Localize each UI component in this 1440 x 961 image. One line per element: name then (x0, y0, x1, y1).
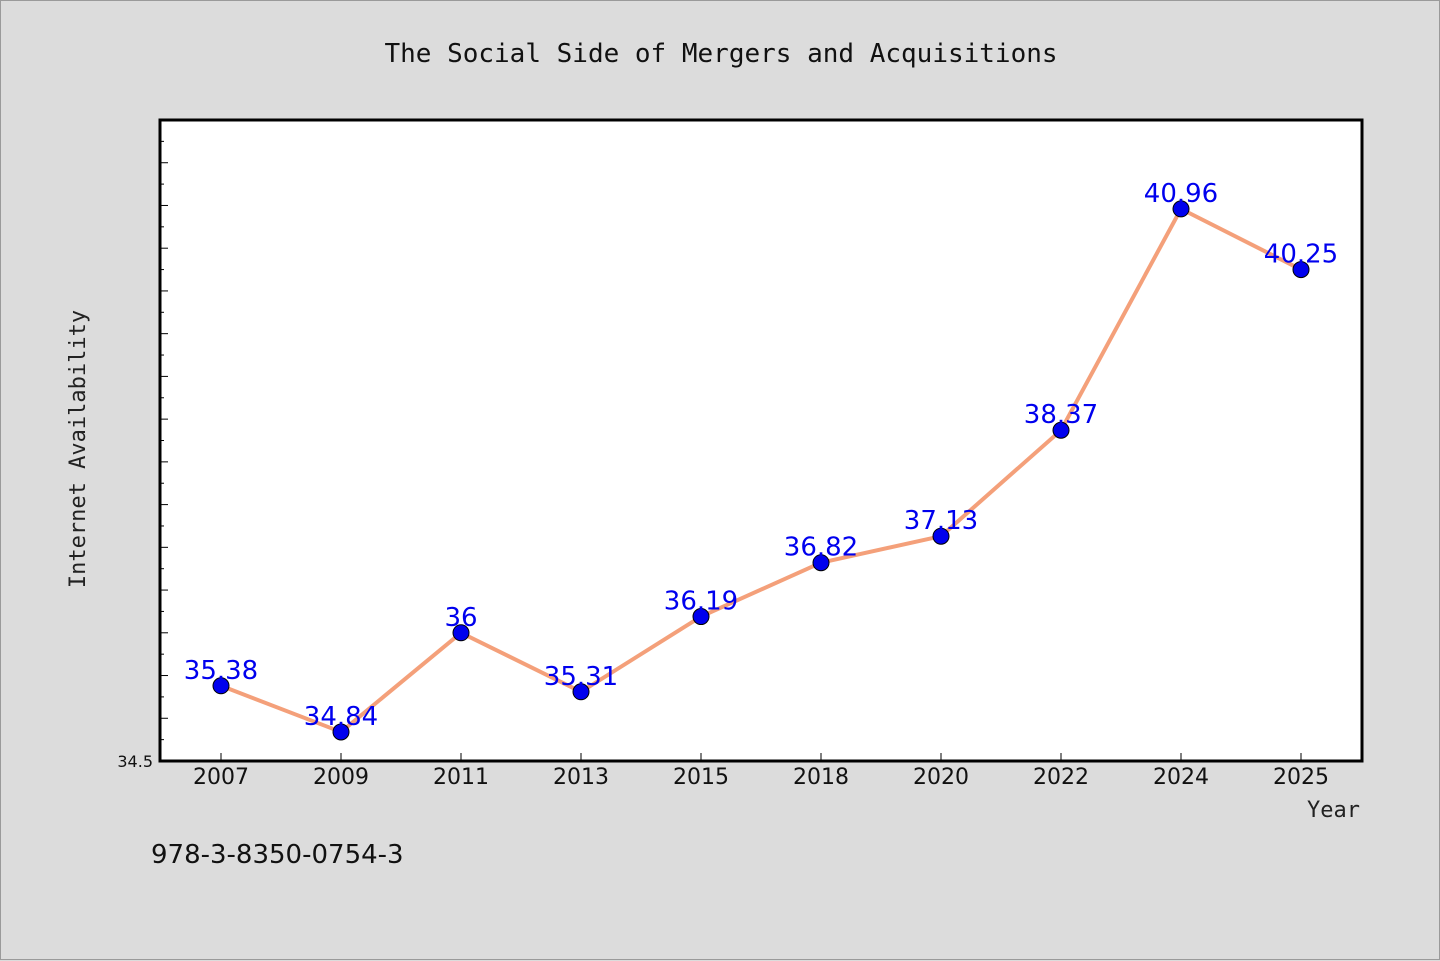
x-tick-label: 2024 (1153, 765, 1209, 790)
data-point (1292, 261, 1310, 279)
x-axis-label: Year (1307, 798, 1360, 823)
chart-title: The Social Side of Mergers and Acquisiti… (384, 39, 1057, 69)
series-line (220, 206, 1302, 734)
isbn-text: 978-3-8350-0754-3 (151, 840, 404, 870)
data-point (572, 683, 590, 701)
data-point (452, 624, 470, 642)
data-label: 40.25 (1264, 240, 1338, 270)
data-point (332, 723, 350, 741)
data-point (812, 554, 830, 572)
data-label: 40.96 (1144, 179, 1218, 209)
data-label: 38.37 (1024, 400, 1098, 430)
x-tick-label: 2025 (1273, 765, 1329, 790)
data-label: 35.38 (184, 656, 258, 686)
x-axis-ticks (220, 753, 1302, 761)
x-tick-label: 2018 (793, 765, 849, 790)
y-axis-label: Internet Availability (66, 310, 91, 588)
data-label: 36.19 (664, 587, 738, 617)
x-tick-label: 2007 (193, 765, 249, 790)
data-markers (212, 200, 1310, 741)
data-labels: 35.38 34.84 36 35.31 36.19 36.82 37.13 38.37 40.… (184, 179, 1338, 732)
y-axis-ticks (160, 140, 168, 741)
data-label: 36 (444, 603, 477, 633)
x-tick-label: 2011 (433, 765, 489, 790)
x-tick-label: 2013 (553, 765, 609, 790)
data-label: 34.84 (304, 702, 378, 732)
data-point (692, 608, 710, 626)
data-point (1172, 200, 1190, 218)
data-point (1052, 421, 1070, 439)
x-tick-label: 2009 (313, 765, 369, 790)
x-tick-label: 2015 (673, 765, 729, 790)
data-label: 37.13 (904, 506, 978, 536)
y-tick-label: 34.5 (117, 752, 153, 771)
x-tick-label: 2022 (1033, 765, 1089, 790)
data-label: 35.31 (544, 662, 618, 692)
x-tick-label: 2020 (913, 765, 969, 790)
data-point (212, 677, 230, 695)
x-tick-labels: 2007 2009 2011 2013 2015 2018 2020 2022 2024 2025 (193, 765, 1329, 790)
series-line-group (220, 206, 1302, 734)
data-point (932, 527, 950, 545)
plot-area (158, 118, 1364, 763)
data-label: 36.82 (784, 533, 858, 563)
